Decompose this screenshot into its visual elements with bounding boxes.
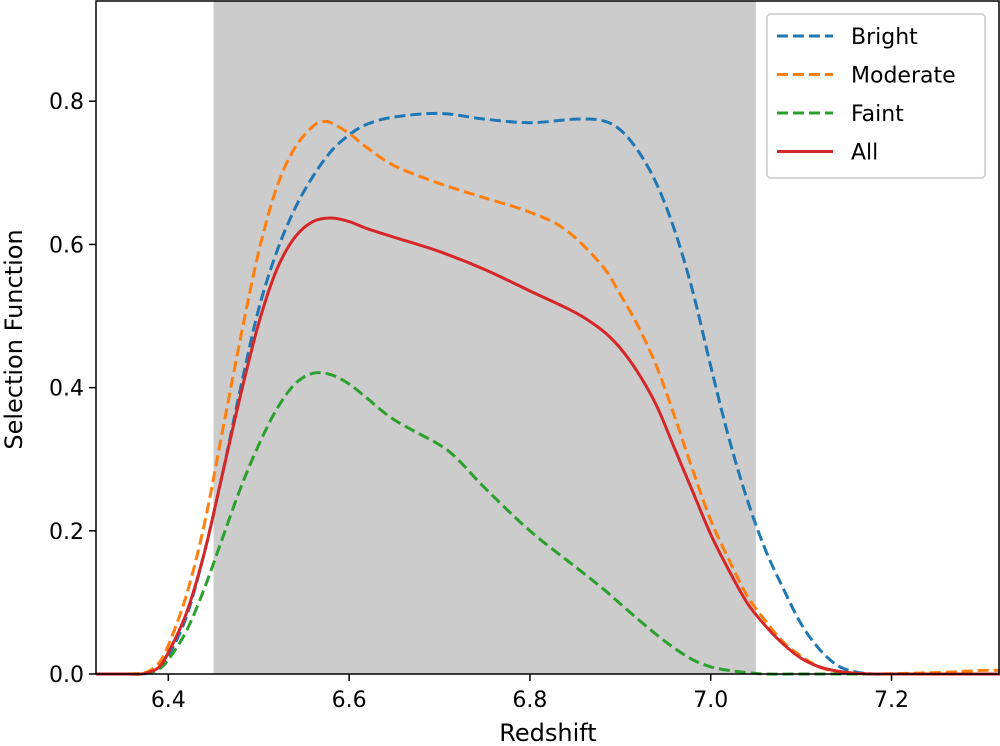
x-tick-label: 6.8 <box>512 688 547 713</box>
series-line-faint <box>95 371 1000 676</box>
x-axis-label: Redshift <box>499 719 596 746</box>
plot-frame <box>95 0 1000 675</box>
legend-label-all: All <box>851 141 878 166</box>
x-axis-ticks: 6.4 6.6 6.8 7.0 7.2 <box>151 674 909 713</box>
legend-label-moderate: Moderate <box>851 64 956 89</box>
legend-label-bright: Bright <box>851 25 918 50</box>
shaded-region <box>213 1 756 674</box>
y-tick-label: 0.0 <box>49 663 84 688</box>
legend: Bright Moderate Faint All <box>766 13 986 179</box>
x-tick-label: 6.4 <box>151 688 186 713</box>
y-tick-label: 0.4 <box>49 377 84 402</box>
legend-box <box>766 13 986 179</box>
y-axis-label: Selection Function <box>0 229 28 449</box>
x-tick-label: 7.2 <box>874 688 909 713</box>
series-line-moderate <box>95 119 1000 676</box>
series-lines <box>95 111 1000 676</box>
x-tick-label: 7.0 <box>693 688 728 713</box>
x-tick-label: 6.6 <box>332 688 367 713</box>
series-line-bright <box>95 111 1000 676</box>
series-line-all <box>95 216 1000 676</box>
y-tick-label: 0.8 <box>49 90 84 115</box>
y-tick-label: 0.6 <box>49 233 84 258</box>
y-axis-ticks: 0.0 0.2 0.4 0.6 0.8 <box>49 90 96 688</box>
y-tick-label: 0.2 <box>49 520 84 545</box>
legend-label-faint: Faint <box>851 102 904 127</box>
